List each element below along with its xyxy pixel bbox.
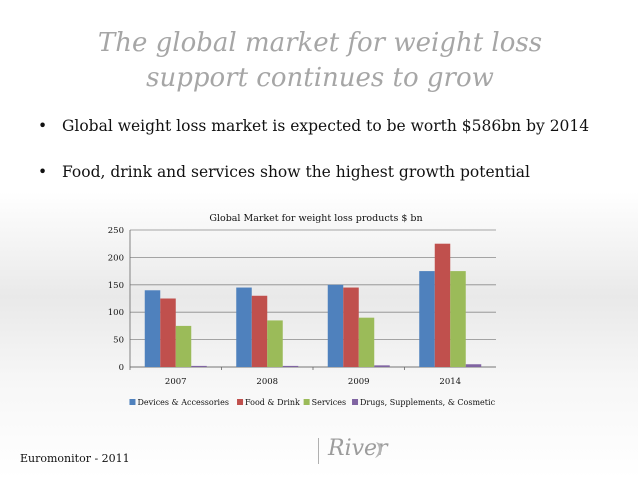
- bar-chart: Global Market for weight loss products $…: [108, 213, 496, 407]
- legend-swatch: [237, 399, 244, 405]
- chart-title: Global Market for weight loss products $…: [209, 213, 422, 224]
- bar: [191, 365, 207, 367]
- bar: [327, 284, 344, 367]
- river-logo: River: [328, 436, 388, 461]
- bullet-marker: •: [38, 163, 48, 181]
- bullet-item-1: • Global weight loss market is expected …: [38, 115, 618, 137]
- legend-swatch: [352, 399, 359, 405]
- bullet-marker: •: [38, 117, 48, 135]
- y-tick-label: 150: [108, 281, 124, 291]
- bar: [465, 364, 482, 367]
- legend-label: Drugs, Supplements, & Cosmetic: [360, 398, 496, 407]
- y-tick-label: 250: [108, 226, 124, 236]
- y-tick-label: 200: [108, 253, 124, 263]
- bar: [450, 271, 466, 367]
- x-tick-label: 2009: [348, 377, 370, 387]
- x-tick-label: 2014: [439, 377, 461, 387]
- footer-divider: [318, 438, 319, 464]
- legend-label: Food & Drink: [245, 398, 300, 407]
- logo-text: River: [328, 436, 388, 461]
- y-tick-label: 50: [113, 336, 124, 346]
- bullet-item-2: • Food, drink and services show the high…: [38, 161, 618, 183]
- x-tick-label: 2008: [256, 377, 278, 387]
- bar: [236, 287, 252, 367]
- legend-swatch: [129, 399, 136, 405]
- bar: [160, 298, 176, 367]
- bar: [144, 290, 161, 367]
- legend-label: Services: [312, 398, 346, 407]
- bullet-list: • Global weight loss market is expected …: [38, 115, 618, 207]
- slide-title-line-2: support continues to grow: [146, 63, 494, 93]
- bar: [175, 325, 192, 367]
- bar: [343, 287, 359, 367]
- bar: [251, 295, 268, 367]
- bullet-text-1: Global weight loss market is expected to…: [62, 117, 590, 135]
- bar: [434, 243, 451, 367]
- bar: [419, 271, 435, 367]
- slide-title-line-1: The global market for weight loss: [97, 28, 543, 58]
- bullet-text-2: Food, drink and services show the highes…: [62, 163, 530, 181]
- bar: [374, 365, 390, 367]
- source-note: Euromonitor - 2011: [20, 452, 130, 465]
- logo-leaf-icon: [375, 442, 382, 458]
- x-tick-label: 2007: [165, 377, 187, 387]
- bar: [358, 317, 375, 367]
- legend-label: Devices & Accessories: [137, 398, 228, 407]
- bar: [267, 320, 283, 367]
- legend-swatch: [303, 399, 310, 405]
- slide-title: The global market for weight loss suppor…: [40, 26, 600, 96]
- y-tick-label: 100: [108, 308, 124, 318]
- bar: [282, 365, 299, 367]
- y-tick-label: 0: [119, 363, 124, 373]
